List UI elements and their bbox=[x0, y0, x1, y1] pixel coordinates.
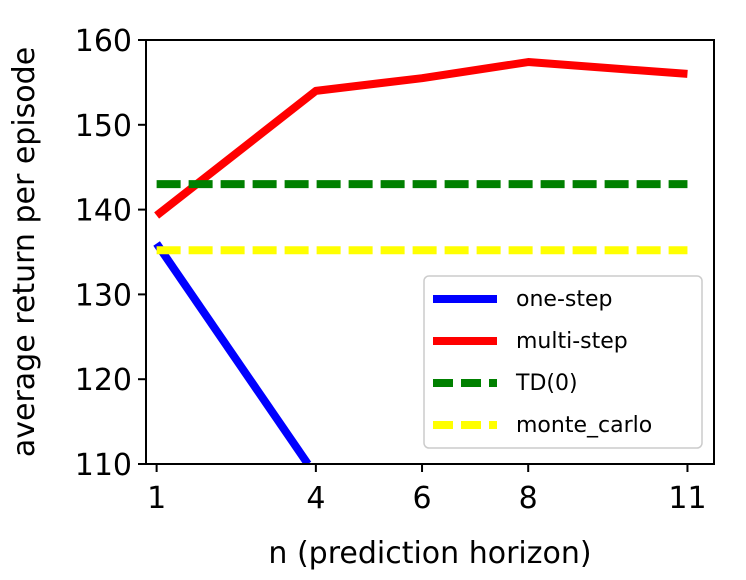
legend: one-step multi-step TD(0) monte_carlo bbox=[423, 275, 703, 449]
y-tick-label: 130 bbox=[75, 278, 132, 313]
y-axis-label: average return per episode bbox=[7, 47, 42, 457]
x-axis-label: n (prediction horizon) bbox=[268, 536, 591, 571]
x-tick-label: 11 bbox=[668, 481, 706, 516]
legend-label-multi-step: multi-step bbox=[516, 329, 628, 354]
legend-label-td0: TD(0) bbox=[515, 371, 578, 396]
series-line-one-step bbox=[153, 241, 312, 464]
legend-box bbox=[423, 275, 703, 449]
y-tick-label: 120 bbox=[75, 363, 132, 398]
x-tick-label: 4 bbox=[306, 481, 325, 516]
plot-frame bbox=[145, 39, 715, 465]
y-tick-label: 150 bbox=[75, 109, 132, 144]
y-tick-label: 140 bbox=[75, 194, 132, 229]
legend-label-one-step: one-step bbox=[516, 287, 612, 312]
ticks-layer: 1 4 6 8 11 110 120 130 140 150 160 bbox=[75, 24, 707, 516]
x-tick-label: 6 bbox=[412, 481, 431, 516]
legend-label-monte-carlo: monte_carlo bbox=[516, 413, 652, 438]
y-tick-label: 160 bbox=[75, 24, 132, 59]
series-layer bbox=[153, 58, 688, 464]
series-line-multi-step bbox=[154, 58, 688, 219]
y-tick-label: 110 bbox=[75, 448, 132, 483]
x-tick-label: 1 bbox=[147, 481, 166, 516]
x-tick-label: 8 bbox=[519, 481, 538, 516]
